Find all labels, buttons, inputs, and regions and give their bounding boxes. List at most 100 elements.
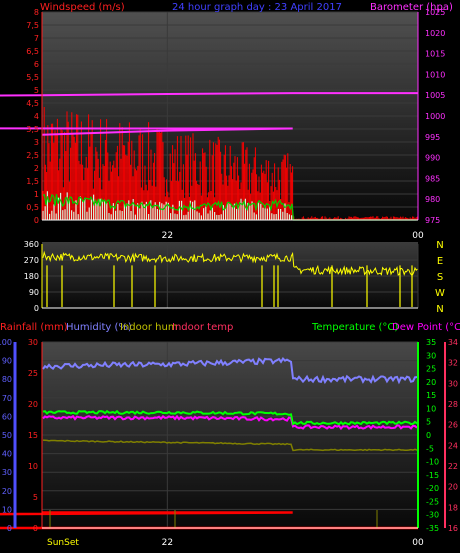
temp-tick-label: 0 xyxy=(426,431,431,440)
compass-label: N xyxy=(436,240,443,251)
series xyxy=(0,92,418,530)
direction-tick-label: 0 xyxy=(34,304,39,313)
indoor-temp-tick-label: 22 xyxy=(448,462,458,471)
temp-tick-label: 25 xyxy=(426,365,436,374)
direction-series xyxy=(42,250,418,277)
rain-tick-label: 20 xyxy=(28,400,38,409)
x-tick-label: 00 xyxy=(412,538,424,548)
temp-tick-label: -5 xyxy=(426,444,434,453)
temp-tick-label: 15 xyxy=(426,391,436,400)
barometer-tick-label: 1000 xyxy=(425,112,445,121)
event-markers xyxy=(49,510,378,528)
wind-tick-label: 6 xyxy=(34,60,39,69)
humidity-tick-label: 100 xyxy=(0,338,12,347)
direction-panel-bg xyxy=(42,242,418,308)
wind-tick-label: 1 xyxy=(34,190,39,199)
dewpoint-series xyxy=(42,414,418,431)
axes: 0 0,5 1 1,5 2 2,5 3 3,5 4 4,5 5 5,5 6 6,5 7 7,5 8 975 980 9… xyxy=(0,8,458,548)
barometer-tick-label: 1005 xyxy=(425,91,445,100)
humidity-tick-label: 20 xyxy=(2,487,12,496)
barometer-tick-label: 1015 xyxy=(425,50,445,59)
direction-tick-label: 180 xyxy=(24,272,39,281)
wind-tick-label: 1,5 xyxy=(26,177,39,186)
indoor-temp-tick-label: 30 xyxy=(448,379,458,388)
indoor-temp-tick-label: 18 xyxy=(448,503,458,512)
wind-tick-label: 4 xyxy=(34,112,39,121)
temperature-series xyxy=(42,409,418,426)
compass-label: N xyxy=(436,304,443,315)
x-tick-label: 22 xyxy=(162,231,173,241)
humidity-tick-label: 80 xyxy=(2,375,12,384)
barometer-tick-label: 1020 xyxy=(425,29,445,38)
compass-label: W xyxy=(435,288,445,299)
rainfall-legend: Rainfall (mm) xyxy=(0,322,68,333)
wind-tick-label: 5,5 xyxy=(26,73,39,82)
temp-tick-label: 10 xyxy=(426,404,436,413)
temp-tick-label: 35 xyxy=(426,338,436,347)
indoor-temp-tick-label: 24 xyxy=(448,441,458,450)
dewpoint-legend: Dew Point (°C) xyxy=(392,322,460,333)
wind-tick-label: 0,5 xyxy=(26,203,39,212)
indoor-temp-tick-label: 34 xyxy=(448,338,458,347)
temp-tick-label: -15 xyxy=(426,471,439,480)
rain-tick-label: 15 xyxy=(28,431,38,440)
barometer-tick-label: 1025 xyxy=(425,8,445,17)
wind-tick-label: 7,5 xyxy=(26,21,39,30)
indoor-humidity-series xyxy=(42,439,418,452)
wind-tick-label: 0 xyxy=(34,216,39,225)
wind-tick-label: 5 xyxy=(34,86,39,95)
indoor-temp-tick-label: 26 xyxy=(448,421,458,430)
humidity-tick-label: 40 xyxy=(2,450,12,459)
humidity-series xyxy=(42,357,418,385)
wind-tick-label: 3,5 xyxy=(26,125,39,134)
direction-tick-label: 360 xyxy=(24,240,39,249)
humidity-tick-label: 60 xyxy=(2,412,12,421)
humidity-tick-label: 90 xyxy=(2,357,12,366)
wind-light-bars xyxy=(42,191,293,220)
barometer-tick-label: 975 xyxy=(425,216,440,225)
indoor-temp-tick-label: 20 xyxy=(448,483,458,492)
wind-tick-label: 4,5 xyxy=(26,99,39,108)
x-tick-label: 22 xyxy=(162,538,173,548)
direction-tick-label: 90 xyxy=(29,288,39,297)
direction-tick-label: 270 xyxy=(24,256,39,265)
humidity-tick-label: 30 xyxy=(2,468,12,477)
indoor-temp-tick-label: 16 xyxy=(448,524,458,533)
wind-tick-label: 6,5 xyxy=(26,47,39,56)
rain-tick-label: 0 xyxy=(33,524,38,533)
barometer-tick-label: 990 xyxy=(425,154,440,163)
rain-tick-label: 10 xyxy=(28,462,38,471)
humidity-legend: Humidity (%) xyxy=(66,322,132,333)
temp-tick-label: -30 xyxy=(426,511,439,520)
wind-tick-label: 7 xyxy=(34,34,39,43)
rain-tick-label: 5 xyxy=(33,493,38,502)
temp-tick-label: -35 xyxy=(426,524,439,533)
indoor-temp-legend: Indoor temp xyxy=(172,322,233,333)
indoor-temp-tick-label: 32 xyxy=(448,359,458,368)
humidity-tick-label: 50 xyxy=(2,431,12,440)
humidity-tick-label: 0 xyxy=(7,524,12,533)
temp-tick-label: -25 xyxy=(426,497,439,506)
temp-tick-label: 20 xyxy=(426,378,436,387)
barometer-axis-label: Barometer (hpa) xyxy=(370,2,453,13)
temperature-legend: Temperature (°C) xyxy=(311,322,398,333)
temp-tick-label: -10 xyxy=(426,458,439,467)
barometer-tick-label: 980 xyxy=(425,195,440,204)
temp-tick-label: 30 xyxy=(426,351,436,360)
rain-tick-label: 25 xyxy=(28,369,38,378)
wind-tick-label: 8 xyxy=(34,8,39,17)
x-tick-label: 00 xyxy=(412,231,424,241)
wind-axis-label: Windspeed (m/s) xyxy=(40,2,125,13)
direction-spikes xyxy=(46,265,413,307)
indoor-hum-legend: Indoor hum xyxy=(120,322,178,333)
wind-tick-label: 3 xyxy=(34,138,39,147)
compass-label: S xyxy=(437,272,443,283)
compass-label: E xyxy=(437,256,443,267)
temp-tick-label: 5 xyxy=(426,418,431,427)
sunset-label: SunSet xyxy=(47,538,79,548)
chart-title: 24 hour graph day : 23 April 2017 xyxy=(172,2,342,13)
rain-tick-label: 30 xyxy=(28,338,38,347)
humidity-tick-label: 10 xyxy=(2,505,12,514)
barometer-tick-label: 995 xyxy=(425,133,440,142)
